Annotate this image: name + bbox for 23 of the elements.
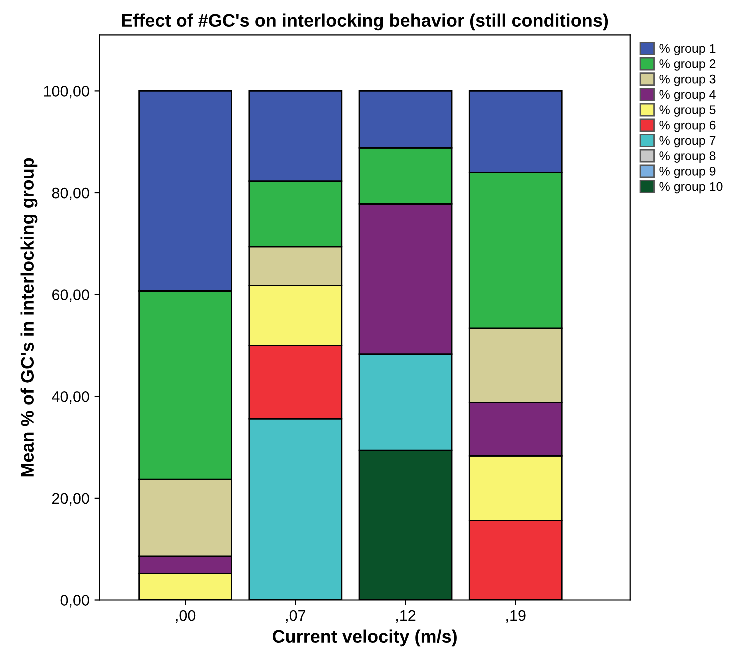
legend-label: % group 4: [660, 90, 716, 102]
x-tick-label: ,12: [396, 610, 416, 624]
legend-label: % group 9: [660, 166, 716, 178]
y-axis-title: Mean % of GC's in interlocking group: [20, 158, 38, 477]
legend-label: % group 6: [660, 120, 716, 132]
x-axis-title: Current velocity (m/s): [272, 630, 457, 647]
legend-label: % group 8: [660, 152, 716, 163]
y-tick-label: 80,00: [52, 188, 90, 200]
legend-label: % group 5: [660, 106, 716, 117]
x-tick-label: ,19: [506, 610, 526, 624]
chart-title: Effect of #GC's on interlocking behavior (still conditions): [122, 14, 608, 31]
y-tick-label: 100,00: [44, 86, 90, 99]
legend-label: % group 3: [660, 74, 716, 86]
legend-label: % group 7: [660, 136, 716, 148]
legend-label: % group 1: [660, 44, 716, 56]
y-tick-label: 60,00: [52, 290, 90, 302]
y-tick-label: 20,00: [52, 493, 90, 506]
y-tick-label: 0,00: [60, 595, 90, 608]
legend-label: % group 2: [660, 60, 716, 71]
x-tick-label: ,00: [176, 610, 196, 624]
legend-label: % group 10: [660, 182, 723, 194]
y-tick-label: 40,00: [52, 391, 90, 404]
x-tick-label: ,07: [286, 610, 306, 624]
